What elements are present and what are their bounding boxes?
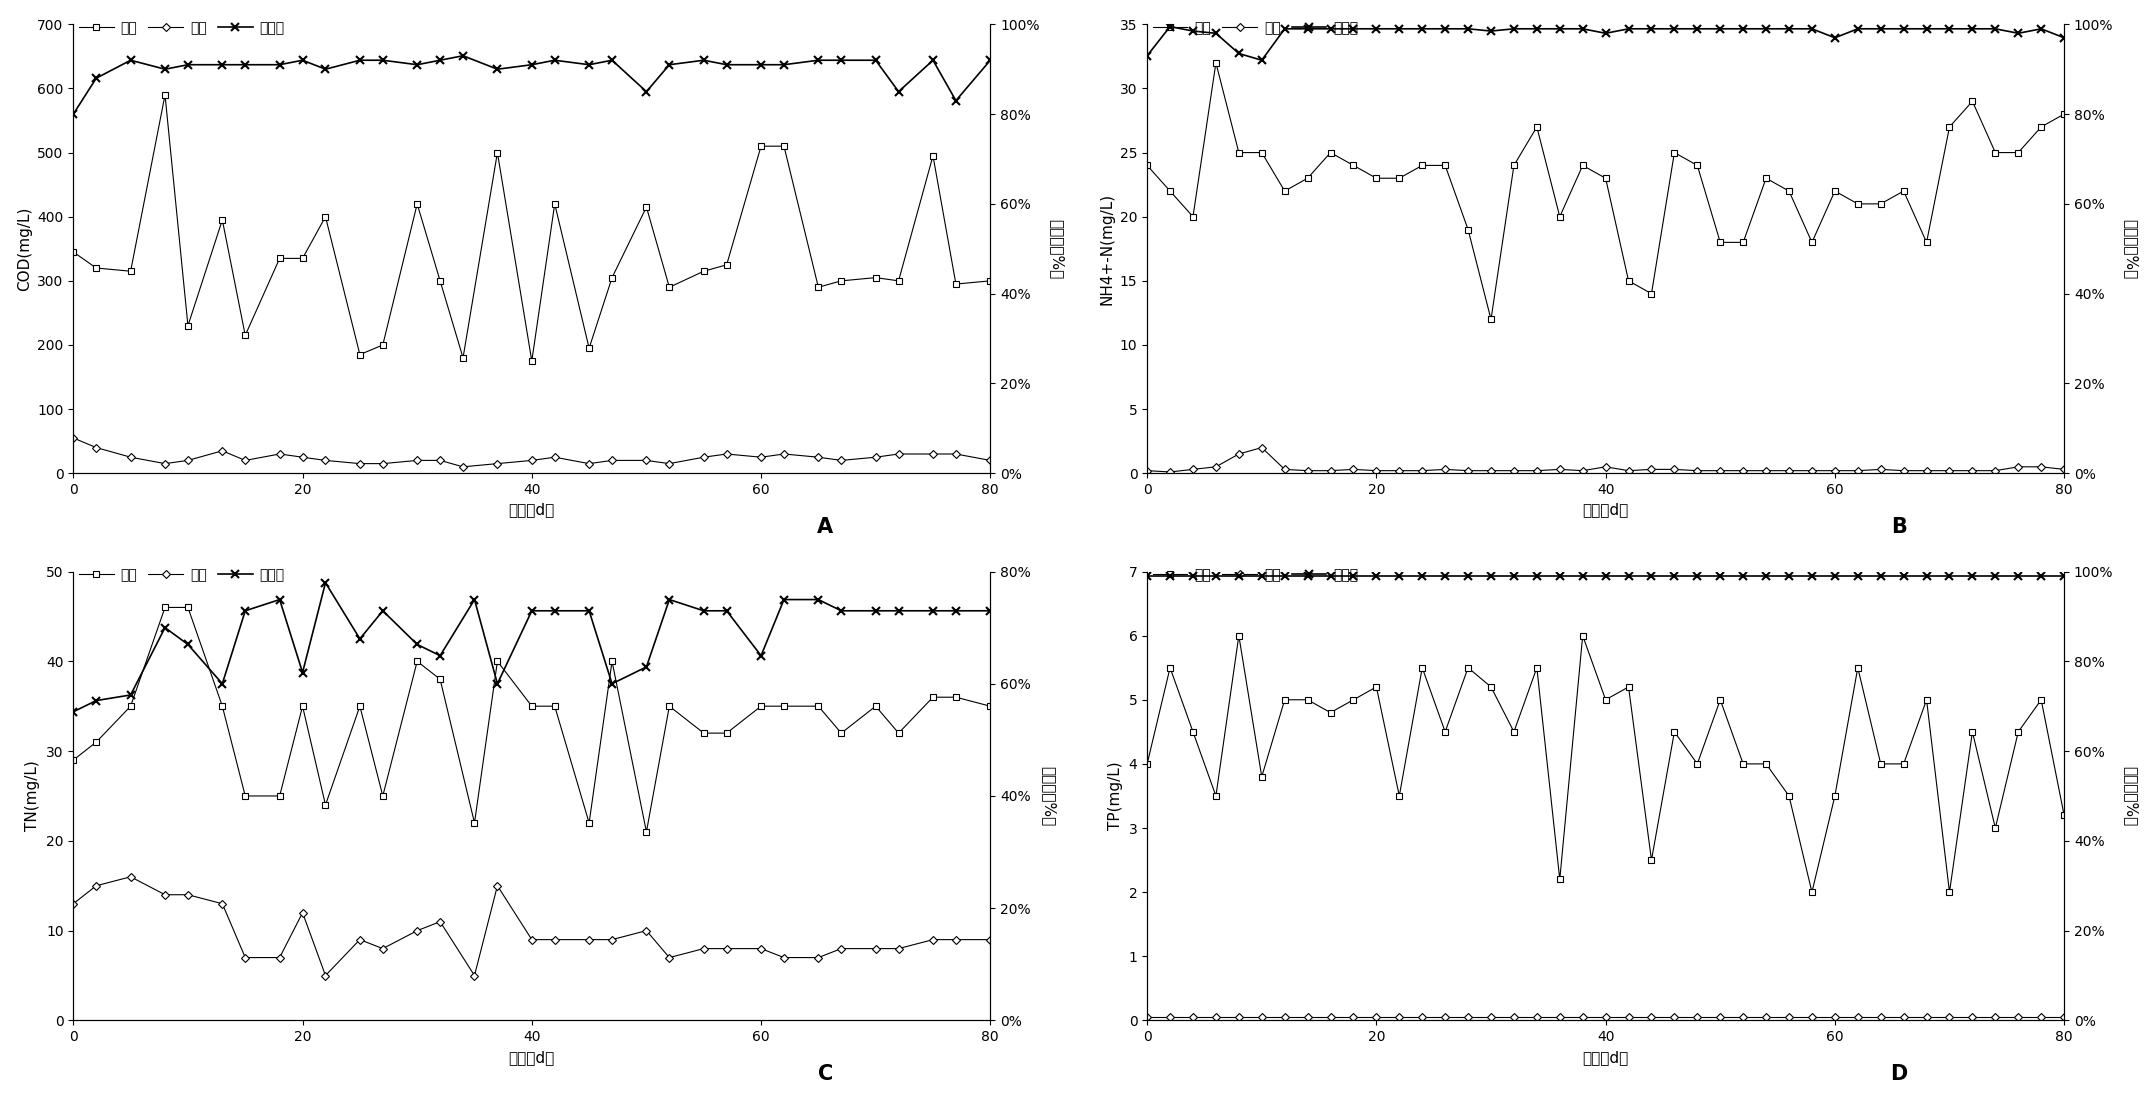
- Y-axis label: TP(mg/L): TP(mg/L): [1108, 762, 1123, 831]
- Text: B: B: [1892, 517, 1907, 537]
- X-axis label: 日期（d）: 日期（d）: [509, 1049, 556, 1065]
- X-axis label: 日期（d）: 日期（d）: [1582, 503, 1629, 517]
- Text: D: D: [1890, 1065, 1907, 1084]
- Text: C: C: [817, 1065, 832, 1084]
- Legend: 进水, 出水, 去除率: 进水, 出水, 去除率: [1146, 563, 1364, 588]
- Legend: 进水, 出水, 去除率: 进水, 出水, 去除率: [73, 15, 291, 40]
- Y-axis label: NH4+-N(mg/L): NH4+-N(mg/L): [1099, 192, 1114, 305]
- Legend: 进水, 出水, 去除率: 进水, 出水, 去除率: [73, 563, 291, 588]
- X-axis label: 日期（d）: 日期（d）: [509, 503, 556, 517]
- X-axis label: 日期（d）: 日期（d）: [1582, 1049, 1629, 1065]
- Y-axis label: COD(mg/L): COD(mg/L): [17, 207, 32, 291]
- Y-axis label: 去除率（%）: 去除率（%）: [2123, 766, 2138, 826]
- Y-axis label: 去除率（%）: 去除率（%）: [2123, 219, 2138, 279]
- Y-axis label: TN(mg/L): TN(mg/L): [26, 761, 41, 832]
- Y-axis label: 去除率（%）: 去除率（%）: [1041, 766, 1056, 826]
- Legend: 进水, 出水, 去除率: 进水, 出水, 去除率: [1146, 15, 1364, 40]
- Y-axis label: 去除率（%）: 去除率（%）: [1049, 219, 1065, 279]
- Text: A: A: [817, 517, 834, 537]
